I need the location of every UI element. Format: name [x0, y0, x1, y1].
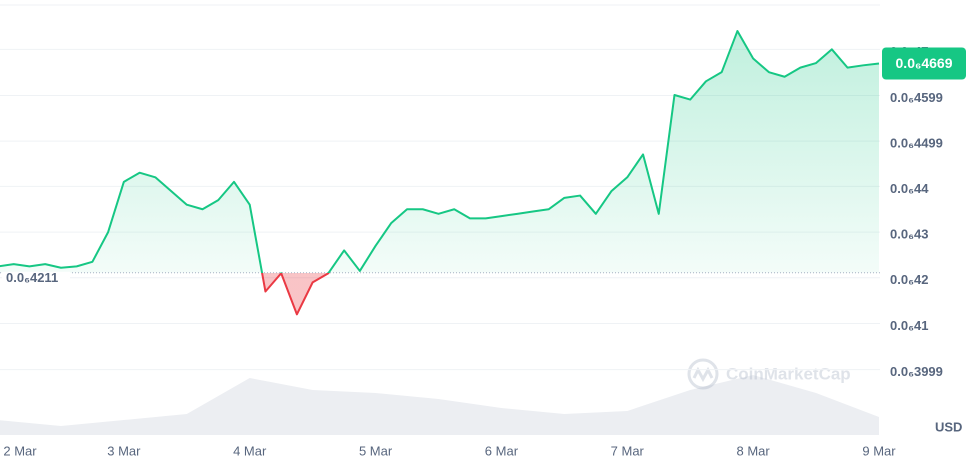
x-tick-label: 6 Mar	[485, 443, 519, 458]
y-tick-label: 0.0₆41	[890, 318, 928, 333]
y-tick-label: 0.0₆4499	[890, 136, 943, 151]
x-tick-label: 9 Mar	[862, 443, 896, 458]
price-line	[0, 30, 880, 316]
current-price-badge	[882, 47, 966, 80]
currency-label: USD	[935, 419, 962, 434]
baseline-label: 0.0₆4211	[6, 270, 58, 285]
current-price-label: 0.0₆4669	[896, 55, 953, 71]
x-tick-label: 7 Mar	[611, 443, 645, 458]
x-tick-label: 2 Mar	[3, 443, 37, 458]
baseline-label-bg	[2, 271, 70, 286]
y-tick-label: 0.0₆3999	[890, 364, 943, 379]
volume-area	[0, 375, 879, 435]
x-tick-label: 3 Mar	[107, 443, 141, 458]
y-tick-label: 0.0₆4599	[890, 90, 943, 105]
y-tick-label: 0.0₆43	[890, 227, 928, 242]
price-area	[0, 31, 879, 315]
x-tick-label: 5 Mar	[359, 443, 393, 458]
x-tick-label: 8 Mar	[737, 443, 771, 458]
watermark-text: CoinMarketCap	[726, 364, 851, 383]
y-tick-label: 0.0₆44	[890, 181, 929, 196]
y-tick-label: 0.0₆42	[890, 272, 928, 287]
x-tick-label: 4 Mar	[233, 443, 267, 458]
